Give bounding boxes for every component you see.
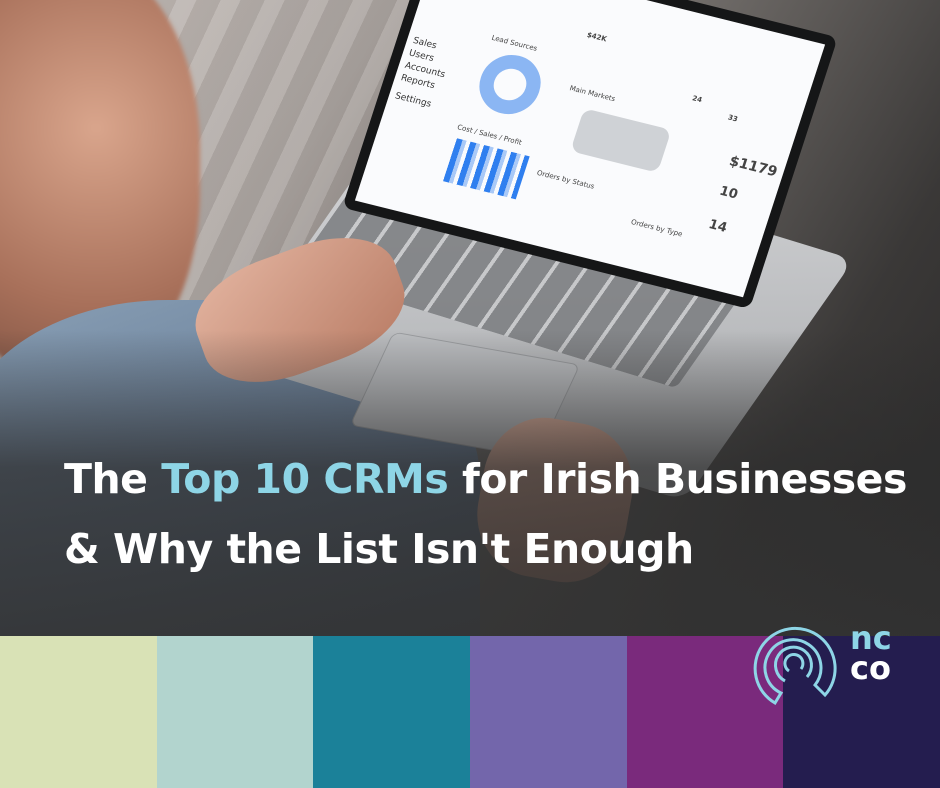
logo-text-co: co <box>850 649 891 687</box>
color-bar-lavender <box>470 636 627 788</box>
this-month-orders: 24 <box>691 94 704 105</box>
orders-by-status-title: Orders by Status <box>535 168 596 191</box>
laptop-photo: Sales Users Accounts Reports Settings $4… <box>0 0 940 636</box>
world-map <box>570 108 672 173</box>
orders-by-type-title: Orders by Type <box>629 218 684 239</box>
main-markets-title: Main Markets <box>568 84 617 104</box>
headline-pre: The <box>64 455 162 503</box>
cost-sales-profit-bars <box>442 138 530 200</box>
headline-line-1: The Top 10 CRMs for Irish Businesses <box>64 444 924 514</box>
ncco-logo-text: nc co <box>850 619 892 687</box>
headline-post: for Irish Businesses <box>448 455 907 503</box>
logo-text-nc: nc <box>850 619 892 657</box>
color-bar-purple <box>626 636 784 788</box>
expected-sales: $42K <box>585 30 608 44</box>
headline: The Top 10 CRMs for Irish Businesses & W… <box>64 444 924 584</box>
lead-sources-title: Lead Sources <box>490 33 539 53</box>
returning-clients-count: 14 <box>706 217 729 236</box>
average-order-value: $1179 <box>727 153 780 181</box>
lead-sources-donut <box>471 48 549 121</box>
color-bar-teal <box>313 636 471 788</box>
ncco-logo-mark-icon <box>753 626 837 706</box>
new-customers-count: 10 <box>717 183 740 203</box>
dark-overlay <box>0 330 940 636</box>
color-bar-strip <box>0 636 940 788</box>
expected-orders: 33 <box>726 113 739 124</box>
color-bar-mint <box>156 636 314 788</box>
headline-highlight: Top 10 CRMs <box>161 455 449 503</box>
color-bar-navy <box>783 636 940 788</box>
headline-line-2: & Why the List Isn't Enough <box>64 525 694 573</box>
color-bar-lime <box>0 636 157 788</box>
dashboard-sidebar: Sales Users Accounts Reports Settings <box>393 35 473 117</box>
ncco-logo: nc co <box>745 615 905 710</box>
